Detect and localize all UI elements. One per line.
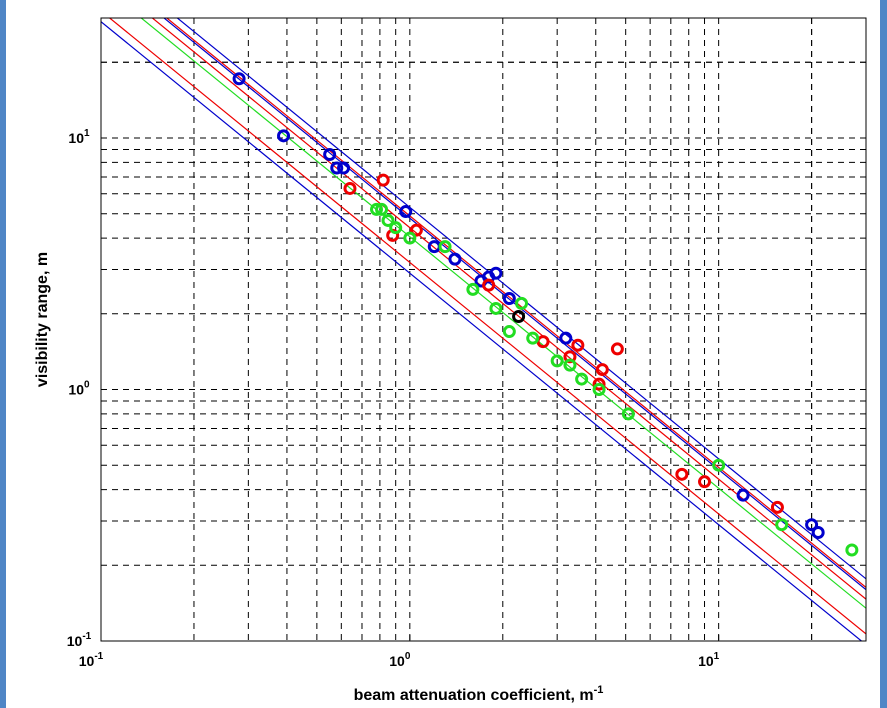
data-point [595,363,609,377]
data-point [805,518,819,532]
data-point [403,231,417,245]
fit-line [151,18,866,600]
grid-layer [101,18,866,641]
chart-frame: 10-1 100 101 10-1 100 101 beam attenuation co… [6,0,880,708]
y-tick-label: 101 [68,128,90,146]
data-point [466,282,480,296]
y-axis-label: visibility range, m [34,252,51,387]
data-point [770,500,784,514]
data-point [448,252,462,266]
x-axis-label-superscript: -1 [594,684,604,696]
data-point [370,202,384,216]
data-point [592,377,606,391]
data-point [482,278,496,292]
data-point [375,202,389,216]
tick-layer: 10-1 100 101 10-1 100 101 [67,128,720,669]
data-point [489,266,503,280]
data-point [343,181,357,195]
x-tick-label: 10-1 [79,651,104,669]
data-point [550,354,564,368]
y-tick-label: 10-1 [67,631,92,649]
fit-line [101,21,863,641]
data-point [232,72,246,86]
data-point [323,147,337,161]
data-point [698,475,712,489]
data-point [512,310,526,324]
plot-area-border [100,17,867,642]
data-point [610,342,624,356]
data-point [845,543,859,557]
data-point [409,223,423,237]
x-tick-label: 101 [698,651,720,669]
fit-line [140,18,866,609]
data-point [712,458,726,472]
data-point [575,372,589,386]
data-point [559,331,573,345]
y-tick-label: 100 [68,379,90,397]
fit-line-layer [101,18,866,641]
data-point [427,240,441,254]
data-point [775,518,789,532]
data-point [502,325,516,339]
data-point [811,526,825,540]
fit-line [176,18,866,580]
data-point [563,358,577,372]
data-point [438,240,452,254]
data-point [563,350,577,364]
fit-line [108,18,866,635]
x-axis-label: beam attenuation coefficient, m-1 [354,684,604,704]
data-point [592,382,606,396]
x-tick-label: 100 [389,651,411,669]
data-point [536,335,550,349]
data-point [277,129,291,143]
data-point [675,467,689,481]
data-point [337,161,351,175]
data-point [399,205,413,219]
data-point [571,338,585,352]
data-point [376,173,390,187]
data-point [621,407,635,421]
data-point [736,488,750,502]
data-point [389,221,403,235]
fit-line [163,18,866,591]
data-point [526,331,540,345]
data-point [381,213,395,227]
data-point [489,301,503,315]
data-point [515,296,529,310]
chart-svg: 10-1 100 101 10-1 100 101 beam attenuation co… [34,17,867,704]
data-point [502,292,516,306]
fit-line [165,18,866,588]
data-point [330,161,344,175]
point-layer [232,72,859,557]
x-axis-label-text: beam attenuation coefficient, m [354,687,594,704]
